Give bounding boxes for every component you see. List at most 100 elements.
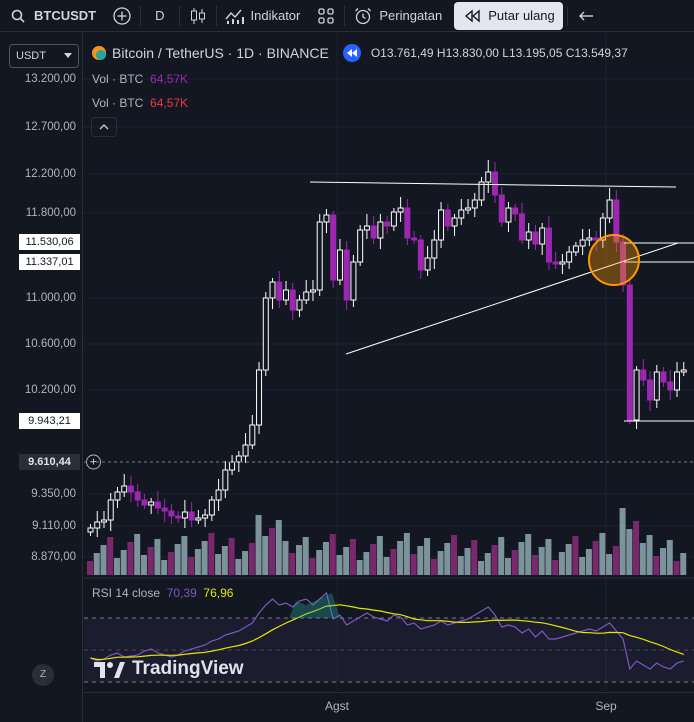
volume-bar bbox=[444, 543, 451, 575]
time-axis[interactable]: Agst Sep bbox=[84, 692, 694, 722]
volume-bar bbox=[221, 546, 228, 575]
candle-body bbox=[262, 297, 269, 371]
candle-body bbox=[141, 499, 148, 506]
symbol-label: BTCUSDT bbox=[34, 8, 97, 23]
candle-body bbox=[397, 207, 404, 213]
volume-bar bbox=[343, 547, 350, 575]
alerts-button[interactable]: Peringatan bbox=[345, 0, 450, 32]
price-tag-line-c: 9.943,21 bbox=[19, 413, 80, 429]
rsi-overbought-fill bbox=[289, 593, 340, 618]
indicators-icon bbox=[224, 6, 245, 26]
chart-type-button[interactable] bbox=[180, 0, 216, 32]
candle-body bbox=[518, 213, 525, 241]
candle-body bbox=[148, 501, 155, 506]
rsi-legend: RSI 14 close 70,39 76,96 bbox=[92, 586, 233, 600]
currency-select[interactable]: USDT bbox=[9, 44, 79, 68]
divider bbox=[344, 5, 346, 26]
volume-bar bbox=[93, 553, 100, 575]
replay-indicator-icon[interactable] bbox=[342, 44, 361, 62]
candle-body bbox=[620, 241, 627, 286]
templates-button[interactable] bbox=[308, 0, 344, 32]
volume-bar bbox=[316, 550, 323, 575]
candle-body bbox=[242, 444, 249, 457]
candle-body bbox=[121, 485, 128, 493]
volume-bar bbox=[363, 552, 370, 575]
open-label: O bbox=[370, 46, 381, 60]
volume-bar bbox=[161, 560, 168, 575]
volume-bar bbox=[504, 558, 511, 575]
volume-bar bbox=[437, 551, 444, 575]
volume-bar bbox=[181, 536, 188, 575]
divider bbox=[566, 5, 568, 26]
candle-body bbox=[276, 281, 283, 301]
breakout-highlight-circle bbox=[588, 234, 640, 286]
symbol-legend: Bitcoin / TetherUS · 1D · BINANCE O13.76… bbox=[92, 44, 628, 62]
volume-bar bbox=[322, 542, 329, 575]
candle-body bbox=[653, 371, 660, 401]
symbol-search-button[interactable]: BTCUSDT bbox=[0, 0, 104, 32]
volume-bar bbox=[188, 557, 195, 575]
candle-body bbox=[343, 249, 350, 301]
candle-body bbox=[94, 521, 101, 529]
bitcoin-logo-icon bbox=[92, 46, 106, 60]
alerts-label: Peringatan bbox=[379, 8, 443, 23]
candle-body bbox=[336, 249, 343, 281]
candle-body bbox=[289, 289, 296, 311]
candle-body bbox=[229, 461, 236, 471]
volume-bar bbox=[633, 521, 640, 575]
collapse-legend-button[interactable] bbox=[91, 117, 117, 137]
low-label: L bbox=[502, 46, 509, 60]
volume-bar bbox=[120, 550, 127, 575]
volume-bar bbox=[585, 549, 592, 575]
indicators-button[interactable]: Indikator bbox=[217, 0, 309, 32]
price-tick-label: 9.350,00 bbox=[31, 488, 76, 500]
candle-body bbox=[256, 369, 263, 426]
volume-bar bbox=[619, 508, 626, 575]
candle-body bbox=[505, 207, 512, 223]
zoom-z-button[interactable]: Z bbox=[32, 664, 54, 686]
volume-bar bbox=[451, 535, 458, 575]
volume-label: Vol · BTC bbox=[92, 72, 144, 86]
volume-bar bbox=[201, 541, 208, 575]
chart-pane[interactable] bbox=[84, 33, 694, 691]
undo-button[interactable] bbox=[568, 0, 604, 32]
replay-label: Putar ulang bbox=[488, 8, 555, 23]
candle-body bbox=[566, 251, 573, 263]
volume-bar bbox=[275, 520, 282, 575]
chevron-down-icon bbox=[64, 53, 72, 58]
volume-bar bbox=[167, 552, 174, 575]
indicators-label: Indikator bbox=[250, 8, 301, 23]
volume-bar bbox=[626, 529, 633, 575]
rsi-ma-line bbox=[90, 604, 684, 661]
candle-body bbox=[384, 221, 391, 227]
candle-body bbox=[417, 239, 424, 271]
volume-bar bbox=[376, 536, 383, 575]
replay-button[interactable]: Putar ulang bbox=[454, 1, 563, 30]
high-label: H bbox=[436, 46, 446, 60]
volume-bar bbox=[545, 539, 552, 575]
volume-bar bbox=[302, 537, 309, 575]
candle-body bbox=[283, 289, 290, 301]
interval-button[interactable]: D bbox=[141, 0, 178, 32]
volume-bar bbox=[572, 536, 579, 575]
volume-bar bbox=[262, 536, 269, 575]
last-price-tag: 9.610,44 bbox=[19, 454, 80, 470]
candle-body bbox=[303, 291, 310, 301]
grid-icon bbox=[316, 6, 336, 26]
volume-bar bbox=[538, 547, 545, 575]
candle-body bbox=[525, 231, 532, 241]
candle-body bbox=[195, 517, 202, 521]
volume-bar bbox=[403, 533, 410, 575]
candle-body bbox=[674, 371, 681, 391]
candle-body bbox=[599, 217, 606, 241]
compare-button[interactable] bbox=[104, 0, 140, 32]
volume-bar bbox=[666, 540, 673, 575]
volume-bar bbox=[599, 533, 606, 575]
price-scale[interactable]: USDT bbox=[0, 33, 83, 722]
volume-bar bbox=[349, 539, 356, 575]
candle-body bbox=[350, 261, 357, 301]
volume-bar bbox=[464, 548, 471, 575]
tradingview-logo-icon bbox=[94, 662, 125, 678]
chart-canvas[interactable] bbox=[84, 33, 694, 691]
candle-body bbox=[539, 227, 546, 245]
